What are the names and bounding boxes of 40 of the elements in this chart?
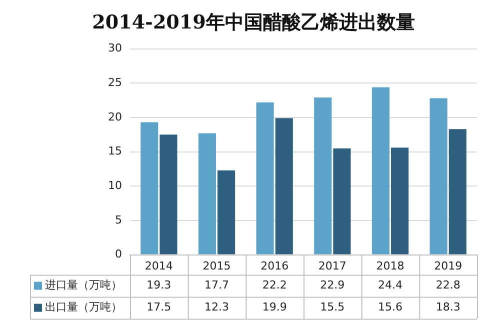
data-label: 17.7 xyxy=(204,278,229,292)
data-label: 24.4 xyxy=(378,278,402,292)
bar xyxy=(218,170,236,254)
y-tick-label: 25 xyxy=(108,76,122,89)
legend-label: 进口量（万吨） xyxy=(45,278,122,292)
chart-title: 2014-2019年中国醋酸乙烯进出数量 xyxy=(92,11,415,34)
data-label: 22.8 xyxy=(436,278,460,292)
data-label: 22.9 xyxy=(320,278,345,292)
bar xyxy=(140,122,158,254)
data-label: 19.9 xyxy=(262,300,287,314)
x-tick-label: 2015 xyxy=(202,259,231,272)
bar xyxy=(275,118,293,254)
data-label: 15.6 xyxy=(378,300,402,314)
bar xyxy=(430,98,448,254)
bar xyxy=(448,129,466,254)
x-tick-label: 2014 xyxy=(144,259,173,272)
y-tick-label: 10 xyxy=(108,178,122,192)
y-tick-label: 5 xyxy=(115,213,122,226)
data-label: 17.5 xyxy=(146,300,172,314)
y-tick-label: 30 xyxy=(108,42,122,55)
data-label: 19.3 xyxy=(146,278,172,292)
y-tick-label: 15 xyxy=(108,144,122,158)
data-label: 12.3 xyxy=(204,300,229,314)
data-label: 22.2 xyxy=(262,278,287,292)
x-tick-label: 2018 xyxy=(376,259,404,272)
data-label: 15.5 xyxy=(320,300,345,314)
x-tick-label: 2016 xyxy=(260,259,289,272)
bar xyxy=(333,148,351,254)
data-label: 18.3 xyxy=(436,300,460,314)
bar xyxy=(314,98,332,254)
bar xyxy=(160,134,178,254)
bar xyxy=(256,102,274,254)
x-tick-label: 2019 xyxy=(434,259,462,272)
y-tick-label: 0 xyxy=(115,248,122,261)
bar xyxy=(391,148,409,254)
bar xyxy=(372,87,390,254)
x-tick-label: 2017 xyxy=(318,259,346,272)
bar xyxy=(198,133,216,254)
y-tick-label: 20 xyxy=(108,110,122,124)
legend-label: 出口量（万吨） xyxy=(45,300,122,314)
